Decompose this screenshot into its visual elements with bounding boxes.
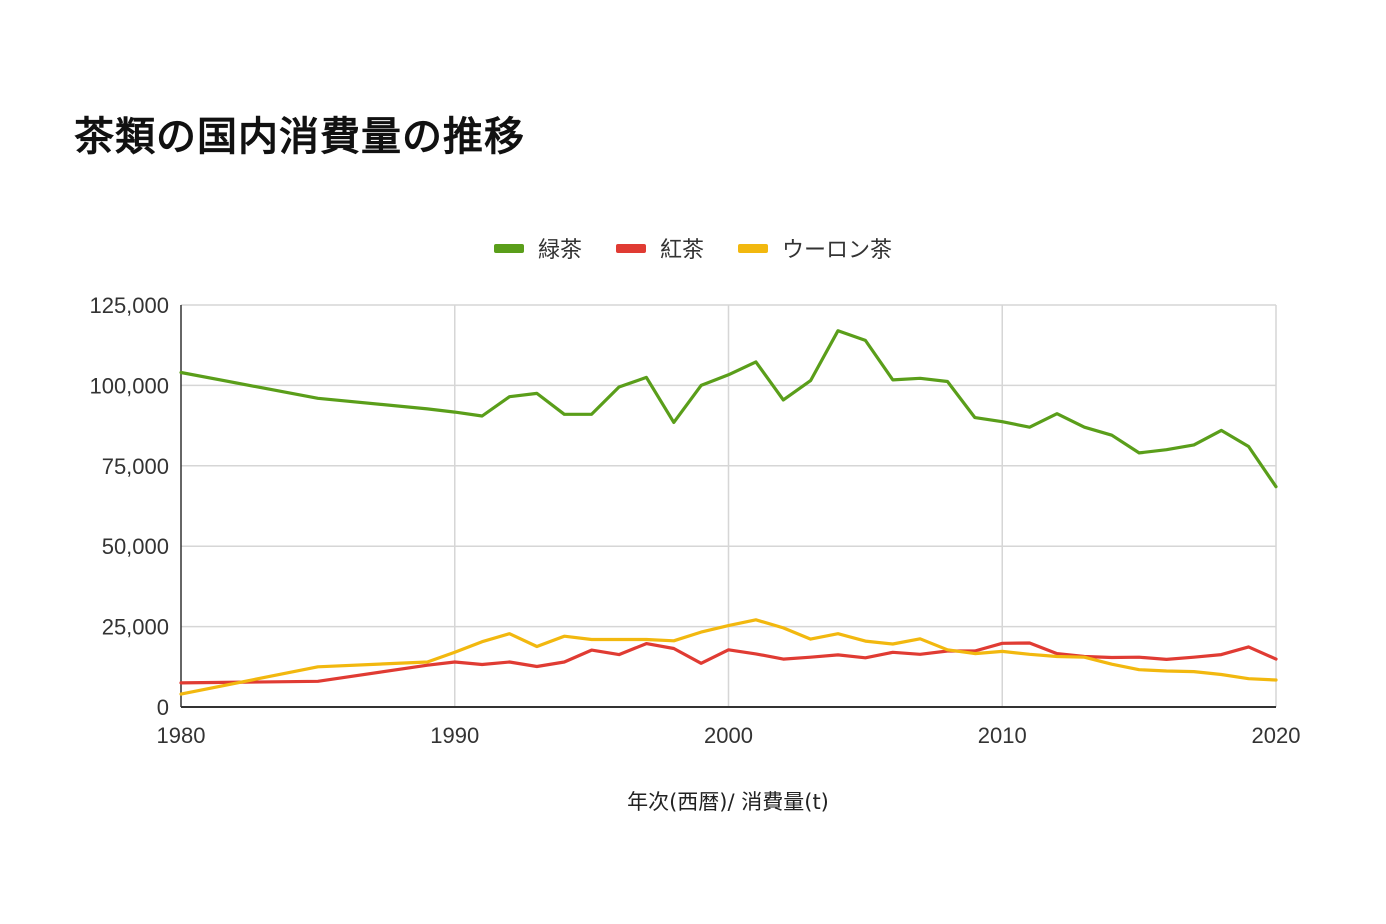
chart-title: 茶類の国内消費量の推移 xyxy=(74,114,525,160)
y-tick-label: 0 xyxy=(157,695,169,720)
legend-item-oolong-tea[interactable]: ウーロン茶 xyxy=(738,232,892,264)
series-line-black-tea xyxy=(179,641,1278,685)
legend-swatch-black-tea xyxy=(615,243,646,253)
legend-swatch-green-tea xyxy=(493,243,524,253)
x-axis-title: 年次(西暦)/ 消費量(t) xyxy=(627,790,829,814)
y-tick-label: 125,000 xyxy=(89,293,169,318)
x-tick-label: 2000 xyxy=(704,723,753,748)
legend-label-oolong-tea: ウーロン茶 xyxy=(782,238,893,263)
chart-legend: 緑茶 紅茶 ウーロン茶 xyxy=(0,232,1386,264)
y-tick-label: 50,000 xyxy=(102,534,169,559)
series-line-green-tea xyxy=(179,329,1278,489)
x-tick-label: 2010 xyxy=(978,723,1027,748)
legend-label-green-tea: 緑茶 xyxy=(537,238,582,263)
legend-swatch-oolong-tea xyxy=(738,243,768,253)
legend-label-black-tea: 紅茶 xyxy=(659,238,704,263)
x-tick-label: 1990 xyxy=(430,723,479,748)
legend-item-black-tea[interactable]: 紅茶 xyxy=(615,232,704,264)
y-tick-label: 25,000 xyxy=(102,615,169,640)
y-tick-label: 100,000 xyxy=(89,373,169,398)
series-line-oolong-tea xyxy=(179,618,1278,696)
x-tick-label: 1980 xyxy=(157,723,206,748)
y-tick-label: 75,000 xyxy=(102,454,169,479)
x-tick-label: 2020 xyxy=(1252,723,1301,748)
legend-item-green-tea[interactable]: 緑茶 xyxy=(493,232,582,264)
